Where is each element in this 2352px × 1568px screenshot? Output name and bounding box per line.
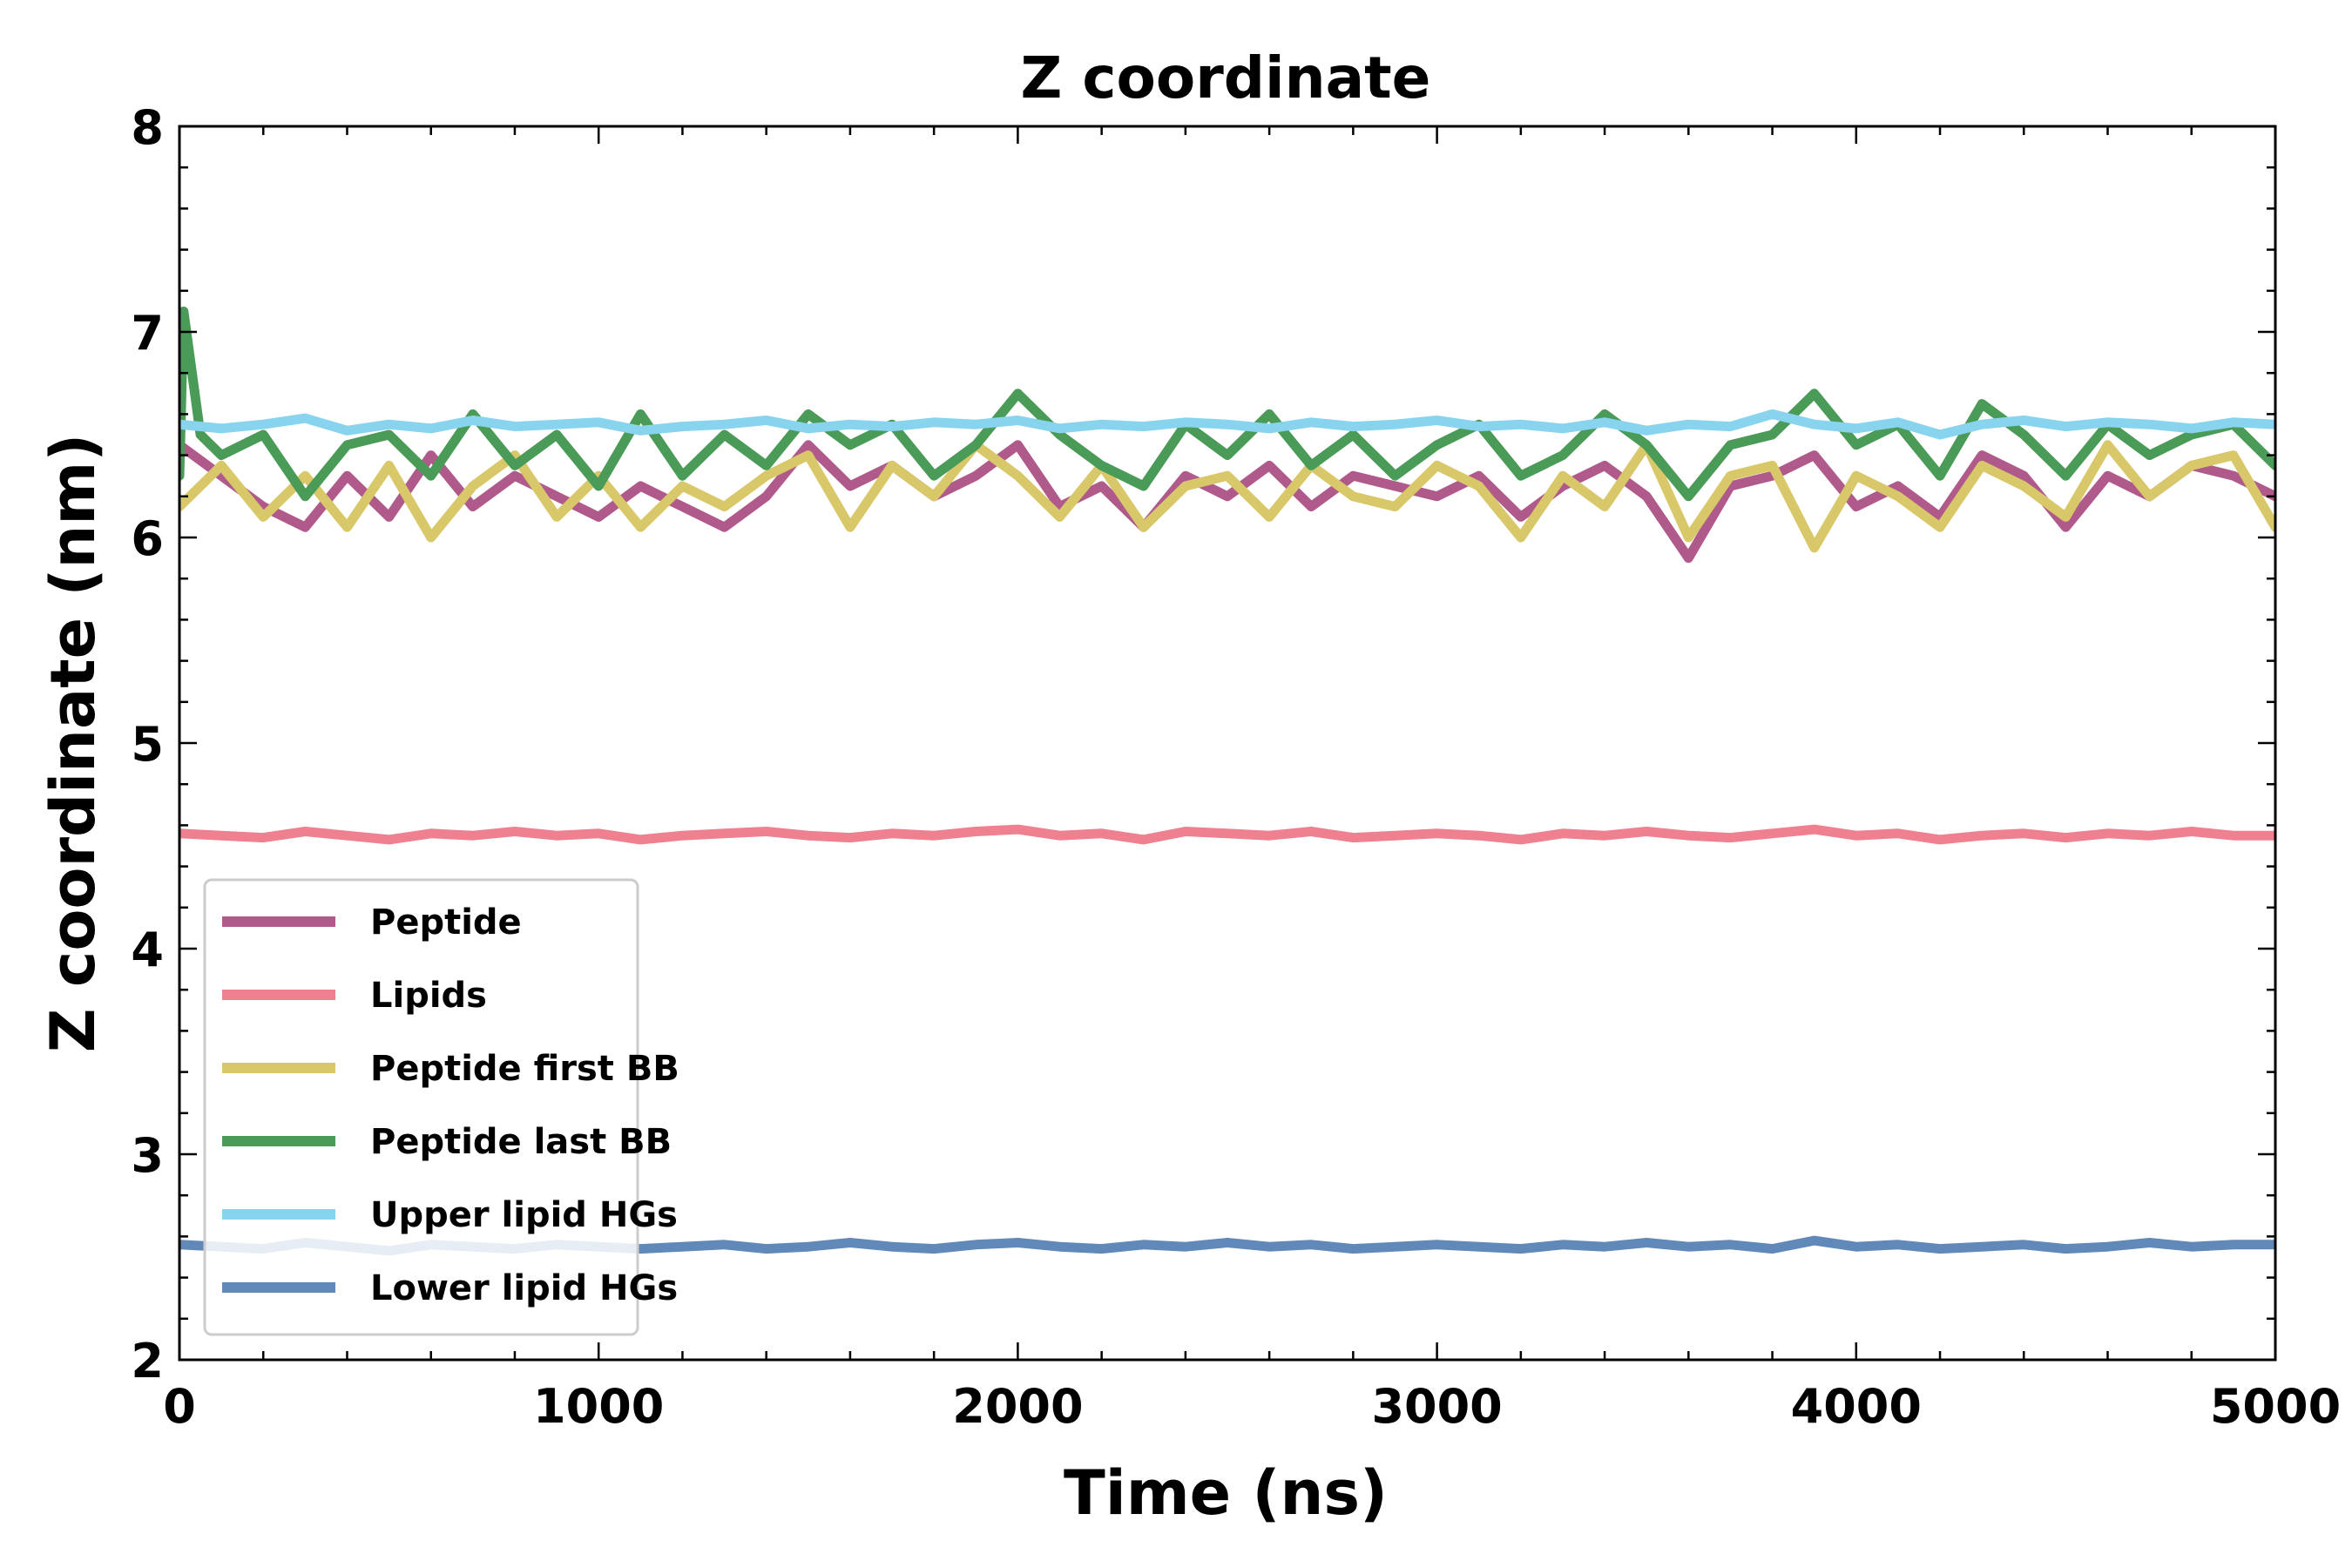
legend-label-2: Peptide first BB bbox=[370, 1049, 679, 1089]
series-line-4 bbox=[179, 414, 2275, 435]
x-axis-label: Time (ns) bbox=[1064, 1457, 1388, 1529]
y-tick-label: 7 bbox=[131, 306, 164, 361]
y-tick-label: 3 bbox=[131, 1128, 164, 1183]
y-tick-label: 8 bbox=[131, 100, 164, 155]
y-tick-label: 2 bbox=[131, 1334, 164, 1389]
legend-label-0: Peptide bbox=[370, 902, 522, 943]
legend-label-4: Upper lipid HGs bbox=[370, 1195, 678, 1235]
x-tick-label: 4000 bbox=[1791, 1379, 1922, 1434]
x-tick-label: 3000 bbox=[1371, 1379, 1502, 1434]
y-tick-label: 5 bbox=[131, 717, 164, 772]
legend-label-3: Peptide last BB bbox=[370, 1122, 672, 1162]
x-tick-label: 2000 bbox=[952, 1379, 1083, 1434]
legend: Peptide Lipids Peptide first BB Peptide las… bbox=[205, 880, 679, 1335]
y-tick-label: 6 bbox=[131, 511, 164, 566]
y-tick-label: 4 bbox=[131, 923, 164, 977]
chart-title: Z coordinate bbox=[1021, 44, 1431, 112]
legend-label-1: Lipids bbox=[370, 976, 487, 1016]
x-tick-label: 1000 bbox=[533, 1379, 664, 1434]
legend-label-5: Lower lipid HGs bbox=[370, 1268, 678, 1308]
series-line-1 bbox=[179, 829, 2275, 840]
y-axis-label: Z coordinate (nm) bbox=[37, 434, 109, 1053]
x-tick-label: 0 bbox=[163, 1379, 196, 1434]
x-tick-label: 5000 bbox=[2210, 1379, 2341, 1434]
legend-box bbox=[205, 880, 638, 1335]
